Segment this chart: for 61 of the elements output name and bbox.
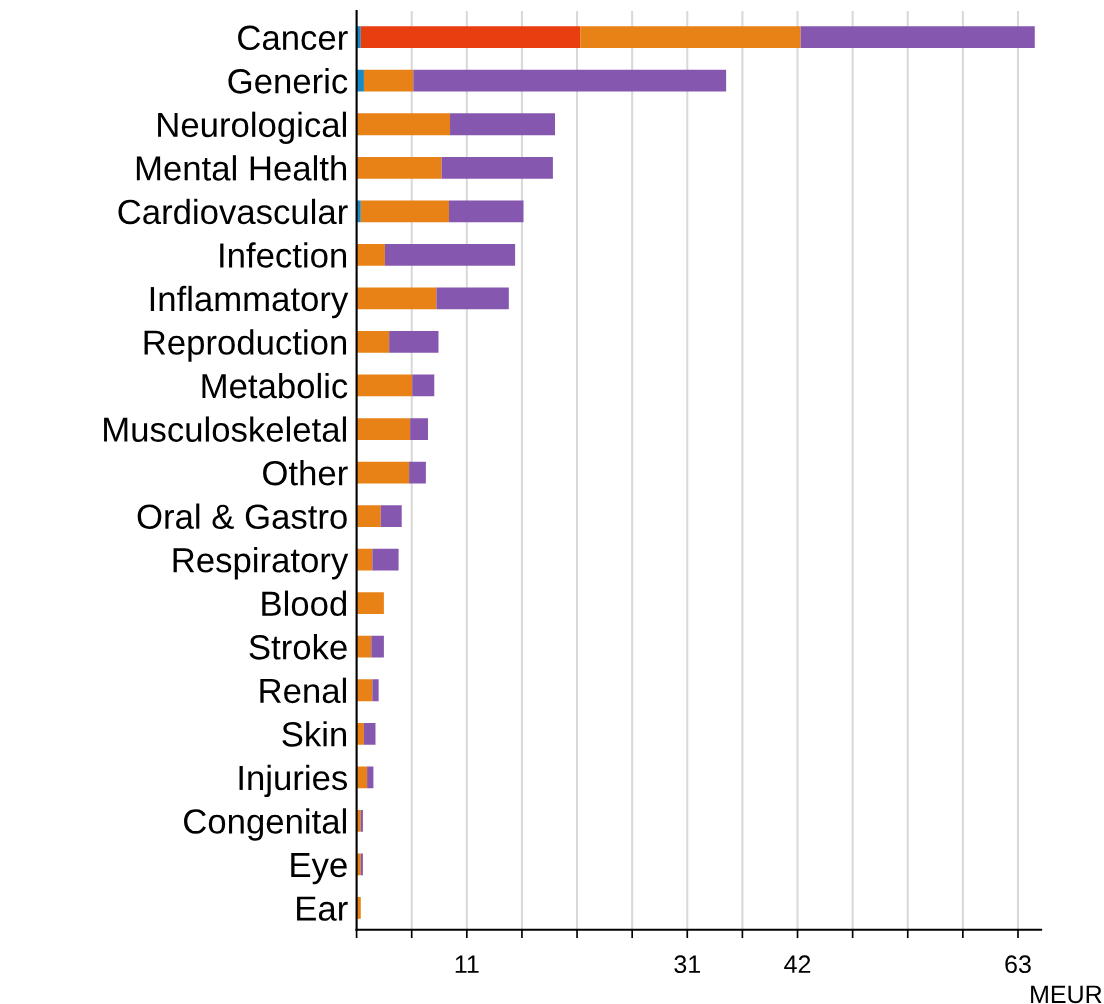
bar [450,113,556,136]
y-tick-label: Mental Health [136,155,347,181]
y-tick-label: Stroke [249,634,347,660]
x-tick-label: 63 [1005,955,1031,974]
y-tick-label: Oral & Gastro [137,503,347,530]
bar [356,287,437,310]
bar [441,156,553,179]
bar [367,766,374,789]
bar [356,156,442,179]
bar [356,374,413,397]
bar [356,548,373,571]
x-tick-label: 11 [455,955,479,973]
y-tick-label: Blood [262,590,347,617]
bar [380,505,402,527]
x-tick-label: 42 [784,955,811,973]
bar [800,26,1035,49]
bar [384,243,516,266]
x-tick-label: 31 [674,955,700,974]
bar [360,26,581,49]
y-tick-label: Skin [282,721,347,747]
bar [372,548,399,571]
y-tick-label: Cancer [238,25,348,51]
bar [363,69,414,92]
y-tick-label: Reproduction [144,329,347,362]
y-tick-label: Cardiovascular [118,198,348,225]
bar [356,418,411,440]
bar [356,592,384,615]
y-tick-label: Ear [297,896,348,921]
y-tick-label: Generic [228,68,348,94]
y-tick-label: Eye [291,853,347,885]
bar [372,679,379,702]
y-tick-label: Inflammatory [150,285,349,319]
bar [356,461,410,484]
y-tick-label: Metabolic [202,372,348,399]
y-tick-label: Renal [260,677,346,704]
y-tick-label: Musculoskeletal [104,416,346,442]
y-tick-label: Congenital [184,808,346,841]
y-tick-label: Respiratory [173,547,349,580]
bar [356,331,390,353]
bar [356,505,381,527]
bar [448,200,524,223]
bar [410,418,428,440]
y-tick-label: Infection [220,242,347,268]
y-tick-label: Other [263,459,348,486]
bar [409,461,426,484]
bar [389,331,439,353]
bar [356,113,451,136]
bar [371,635,384,658]
bar [412,374,435,397]
bar [360,809,363,832]
bar [436,287,509,310]
bar [363,722,376,745]
bar [356,679,373,702]
x-axis-title: MEUR [1031,985,1102,1004]
bar [360,200,449,223]
bar [413,69,727,92]
y-tick-label: Neurological [158,111,346,145]
bar [360,853,363,876]
bar [580,26,801,49]
y-tick-label: Injuries [239,764,348,798]
bar [356,243,385,266]
